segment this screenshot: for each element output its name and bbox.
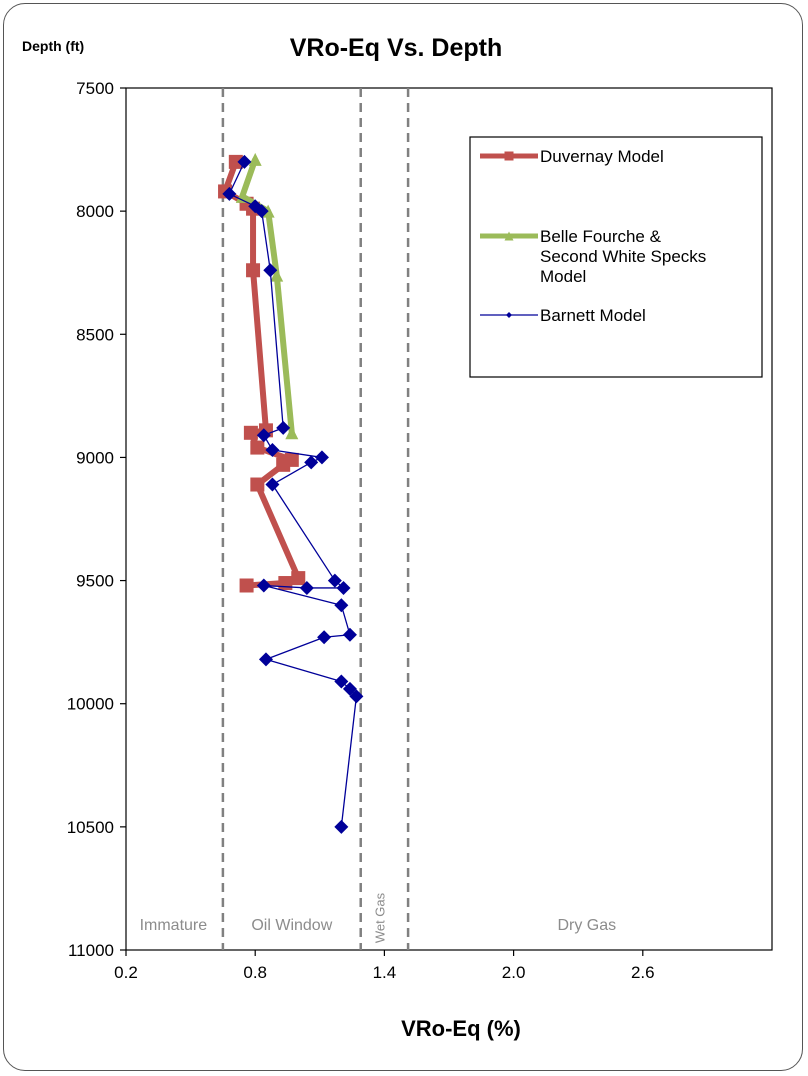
data-point-1 — [248, 152, 262, 166]
data-point-2 — [222, 186, 237, 201]
y-tick-label: 10000 — [67, 695, 114, 714]
legend-marker-barnett — [506, 312, 512, 318]
data-point-2 — [256, 428, 271, 443]
data-point-0 — [250, 440, 265, 455]
x-tick-label: 0.2 — [114, 963, 138, 982]
x-tick-label: 2.6 — [631, 963, 655, 982]
x-tick-label: 1.4 — [373, 963, 397, 982]
data-point-2 — [314, 450, 329, 465]
series-2 — [222, 154, 364, 834]
zone-label-wet-gas: Wet Gas — [372, 892, 387, 943]
data-point-2 — [237, 154, 252, 169]
data-point-2 — [349, 689, 364, 704]
y-tick-label: 11000 — [68, 941, 114, 960]
data-point-0 — [291, 571, 306, 586]
data-point-2 — [304, 455, 319, 470]
legend-marker-duvernay — [504, 151, 514, 161]
data-point-2 — [258, 652, 273, 667]
zone-label-oil-window: Oil Window — [251, 917, 332, 934]
legend-marker-belle-fourche — [504, 231, 514, 241]
legend-label-duvernay: Duvernay Model — [540, 147, 664, 166]
data-point-2 — [342, 627, 357, 642]
data-point-2 — [317, 630, 332, 645]
y-tick-label: 7500 — [76, 79, 114, 98]
legend: Duvernay Model Belle Fourche & Second Wh… — [469, 136, 763, 378]
legend-label-barnett: Barnett Model — [540, 306, 646, 325]
data-point-2 — [263, 263, 278, 278]
legend-label-belle-fourche: Belle Fourche & Second White Specks Mode… — [540, 227, 711, 286]
legend-box — [469, 136, 763, 378]
x-tick-label: 0.8 — [243, 963, 267, 982]
y-tick-label: 9000 — [76, 448, 114, 467]
data-point-1 — [285, 426, 299, 440]
zone-label-dry-gas: Dry Gas — [557, 917, 616, 934]
x-tick-label: 2.0 — [502, 963, 526, 982]
data-point-0 — [246, 263, 261, 278]
data-point-2 — [265, 477, 280, 492]
y-tick-label: 8500 — [76, 325, 114, 344]
data-point-0 — [276, 457, 291, 472]
data-point-2 — [327, 573, 342, 588]
data-point-1 — [235, 189, 249, 203]
y-tick-label: 8000 — [76, 202, 114, 221]
x-axis-title: VRo-Eq (%) — [401, 1016, 521, 1041]
data-point-2 — [299, 580, 314, 595]
y-axis-title: Depth (ft) — [22, 38, 84, 54]
data-point-2 — [336, 580, 351, 595]
data-point-0 — [239, 578, 254, 593]
data-point-2 — [248, 199, 263, 214]
data-point-2 — [256, 578, 271, 593]
data-point-2 — [334, 598, 349, 613]
chart-title: VRo-Eq Vs. Depth — [290, 34, 503, 62]
data-point-2 — [334, 674, 349, 689]
data-point-2 — [276, 420, 291, 435]
data-point-0 — [228, 154, 243, 169]
data-point-0 — [278, 576, 293, 591]
data-point-0 — [250, 477, 265, 492]
y-tick-label: 10500 — [67, 818, 114, 837]
y-tick-label: 9500 — [76, 572, 114, 591]
data-point-2 — [265, 443, 280, 458]
data-point-1 — [270, 268, 284, 282]
data-point-0 — [243, 425, 258, 440]
data-point-2 — [254, 204, 269, 219]
data-point-2 — [334, 819, 349, 834]
zone-label-immature: Immature — [140, 917, 208, 934]
